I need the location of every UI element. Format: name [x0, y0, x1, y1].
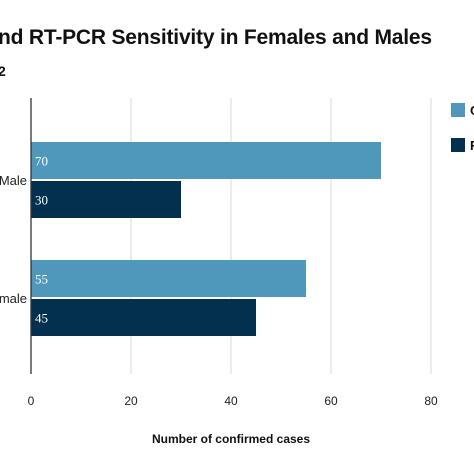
x-tick-label: 0: [28, 394, 35, 408]
legend-label: F: [470, 138, 474, 153]
category-label: male: [0, 291, 27, 306]
category-label: Male: [0, 173, 27, 188]
chart-title: nd RT-PCR Sensitivity in Females and Mal…: [0, 26, 432, 49]
x-tick-label: 80: [424, 394, 438, 408]
bar: [31, 142, 381, 179]
legend-swatch: [451, 103, 465, 117]
bar: [31, 260, 306, 297]
legend-label: C: [470, 103, 474, 118]
x-tick-label: 60: [324, 394, 338, 408]
legend-swatch: [451, 138, 465, 152]
bar: [31, 299, 256, 336]
x-tick-label: 40: [224, 394, 238, 408]
data-label: 55: [35, 272, 48, 287]
data-label: 70: [35, 154, 48, 169]
chart-subtitle: 2: [0, 63, 6, 79]
data-label: 30: [35, 193, 48, 208]
x-tick-label: 20: [124, 394, 138, 408]
data-label: 45: [35, 311, 48, 326]
bar: [31, 181, 181, 218]
x-axis-label: Number of confirmed cases: [151, 432, 311, 446]
